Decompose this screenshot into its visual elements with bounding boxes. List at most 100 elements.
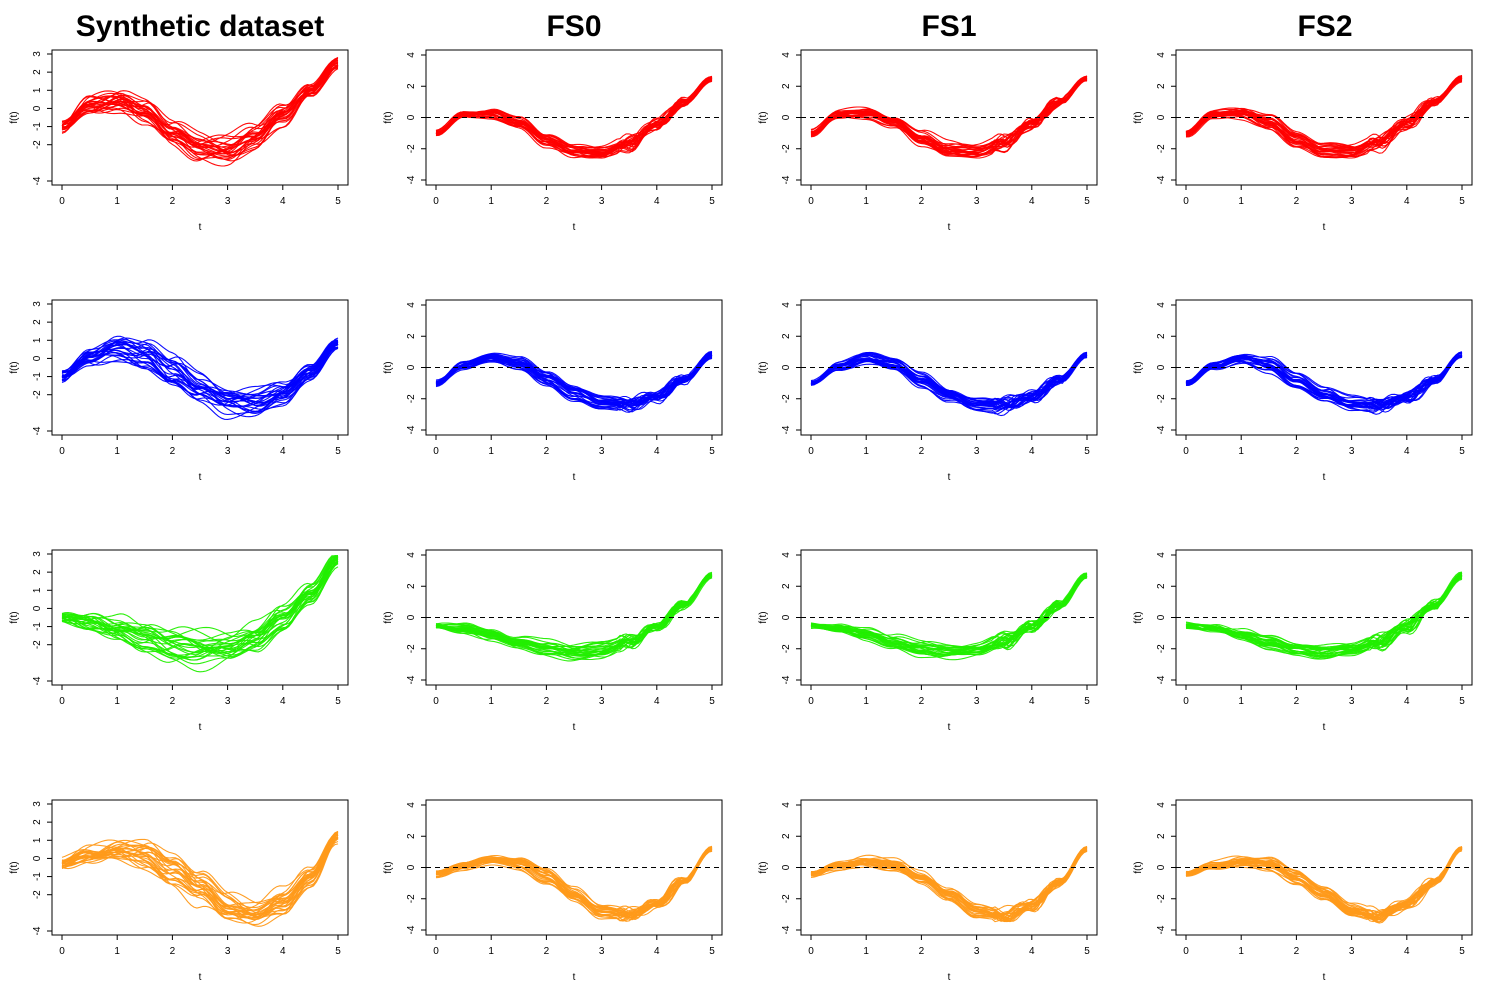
data-curve bbox=[1185, 355, 1463, 413]
y-tick-label: -4 bbox=[32, 676, 43, 685]
x-tick-label: 1 bbox=[114, 946, 120, 957]
y-tick-label: -4 bbox=[32, 926, 43, 935]
data-curve bbox=[810, 850, 1088, 922]
y-tick-label: 4 bbox=[1156, 802, 1167, 808]
data-curve bbox=[435, 846, 713, 917]
data-curve bbox=[61, 65, 339, 160]
x-tick-label: 4 bbox=[1404, 696, 1410, 707]
x-tick-label: 2 bbox=[919, 946, 925, 957]
x-tick-label: 3 bbox=[599, 196, 605, 207]
y-axis-label: f(t) bbox=[758, 861, 769, 873]
y-tick-label: -4 bbox=[781, 675, 792, 684]
data-curve bbox=[1185, 850, 1463, 914]
x-tick-label: 0 bbox=[433, 446, 439, 457]
panel-r1-c3: 0 1 2 3 4 5 -4 -2 0 2 4 t f(t) bbox=[758, 49, 1098, 233]
x-tick-label: 0 bbox=[1183, 446, 1189, 457]
y-tick-label: -4 bbox=[1156, 175, 1167, 184]
x-tick-label: 2 bbox=[170, 696, 176, 707]
y-tick-label: 0 bbox=[32, 605, 43, 611]
data-curve bbox=[1185, 848, 1463, 923]
y-tick-label: 0 bbox=[781, 864, 792, 870]
y-tick-label: -1 bbox=[32, 372, 43, 381]
x-tick-label: 3 bbox=[225, 696, 231, 707]
y-tick-label: 0 bbox=[406, 614, 417, 620]
x-tick-label: 5 bbox=[335, 696, 341, 707]
x-tick-label: 2 bbox=[170, 446, 176, 457]
data-curve bbox=[1185, 847, 1463, 916]
data-curve bbox=[1185, 351, 1463, 410]
x-tick-label: 3 bbox=[974, 946, 980, 957]
data-curve bbox=[1185, 847, 1463, 920]
x-axis-label: t bbox=[573, 972, 576, 983]
x-axis-label: t bbox=[199, 722, 202, 733]
data-curve bbox=[1185, 355, 1463, 408]
data-curve bbox=[810, 846, 1088, 915]
data-curve bbox=[61, 555, 339, 656]
x-tick-label: 1 bbox=[863, 696, 869, 707]
x-tick-label: 3 bbox=[974, 196, 980, 207]
data-curve bbox=[436, 847, 713, 913]
data-curve bbox=[435, 849, 713, 917]
y-tick-label: -2 bbox=[781, 894, 792, 903]
panel-r4-c3: 0 1 2 3 4 5 -4 -2 0 2 4 t f(t) bbox=[758, 799, 1098, 983]
x-tick-label: 2 bbox=[919, 446, 925, 457]
y-axis-label: f(t) bbox=[758, 611, 769, 623]
panel-r3-c4: 0 1 2 3 4 5 -4 -2 0 2 4 t f(t) bbox=[1133, 549, 1473, 733]
data-curve bbox=[810, 850, 1088, 919]
panel-r2-c1: 0 1 2 3 4 5 -4 -2 -1 0 1 2 3 t f(t) bbox=[9, 299, 349, 483]
data-curve bbox=[810, 847, 1088, 918]
y-tick-label: 2 bbox=[781, 83, 792, 89]
x-tick-label: 5 bbox=[335, 946, 341, 957]
data-curve bbox=[810, 849, 1088, 922]
x-tick-label: 4 bbox=[280, 446, 286, 457]
y-tick-label: 4 bbox=[781, 552, 792, 558]
data-curve bbox=[810, 355, 1088, 408]
curve-group bbox=[435, 75, 713, 159]
data-curve bbox=[435, 846, 713, 918]
data-curve bbox=[1185, 847, 1463, 923]
data-curve bbox=[61, 62, 339, 146]
x-axis-label: t bbox=[573, 472, 576, 483]
plot-frame bbox=[51, 299, 349, 436]
x-tick-label: 0 bbox=[1183, 196, 1189, 207]
data-curve bbox=[810, 847, 1088, 914]
x-tick-label: 4 bbox=[280, 696, 286, 707]
data-curve bbox=[810, 847, 1088, 915]
y-axis-label: f(t) bbox=[9, 361, 20, 373]
x-tick-label: 3 bbox=[225, 946, 231, 957]
y-tick-label: 2 bbox=[1156, 83, 1167, 89]
data-curve bbox=[1185, 575, 1463, 660]
y-tick-label: 3 bbox=[32, 551, 43, 557]
x-axis-label: t bbox=[948, 222, 951, 233]
data-curve bbox=[61, 341, 339, 406]
data-curve bbox=[61, 836, 339, 916]
data-curve bbox=[810, 847, 1088, 922]
x-axis-label: t bbox=[573, 222, 576, 233]
column-title-fs0: FS0 bbox=[546, 10, 602, 43]
data-curve bbox=[435, 846, 713, 915]
x-tick-label: 2 bbox=[544, 946, 550, 957]
data-curve bbox=[1185, 577, 1463, 657]
x-tick-label: 5 bbox=[1459, 446, 1465, 457]
x-tick-label: 4 bbox=[1029, 946, 1035, 957]
data-curve bbox=[810, 79, 1088, 155]
y-tick-label: -2 bbox=[406, 644, 417, 653]
x-tick-label: 0 bbox=[59, 196, 65, 207]
data-curve bbox=[435, 845, 713, 916]
data-curve bbox=[61, 560, 339, 659]
x-tick-label: 2 bbox=[544, 196, 550, 207]
x-tick-label: 1 bbox=[863, 446, 869, 457]
y-tick-label: -4 bbox=[781, 175, 792, 184]
y-tick-label: -2 bbox=[406, 894, 417, 903]
x-tick-label: 1 bbox=[1238, 696, 1244, 707]
data-curve bbox=[61, 340, 339, 412]
data-curve bbox=[435, 846, 713, 918]
y-tick-label: -2 bbox=[1156, 644, 1167, 653]
data-curve bbox=[435, 351, 713, 406]
y-tick-label: 0 bbox=[32, 355, 43, 361]
y-tick-label: 2 bbox=[32, 569, 43, 575]
data-curve bbox=[1185, 848, 1463, 919]
y-tick-label: -2 bbox=[406, 394, 417, 403]
curve-group bbox=[435, 571, 713, 662]
curve-group bbox=[1185, 571, 1463, 660]
